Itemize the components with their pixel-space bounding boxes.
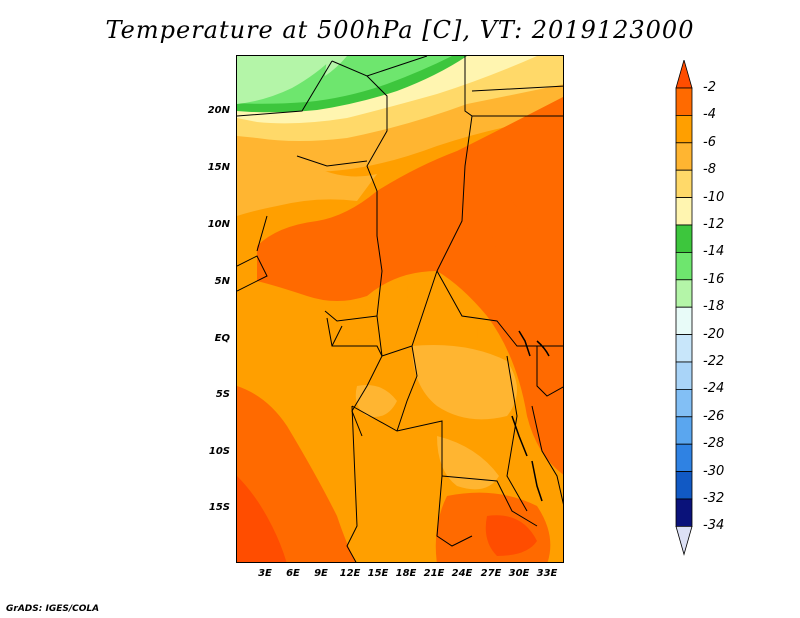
colorbar-box (675, 197, 693, 226)
colorbar-box (675, 306, 693, 335)
chart-title: Temperature at 500hPa [C], VT: 201912300… (105, 16, 695, 44)
lon-tick-30e: 30E (508, 568, 530, 579)
lon-tick-12e: 12E (339, 568, 361, 579)
colorbar-box (675, 416, 693, 445)
colorbar-label: -28 (703, 436, 725, 452)
colorbar-label: -22 (703, 354, 725, 369)
lon-tick-27e: 27E (480, 568, 502, 579)
colorbar-box (675, 498, 693, 527)
lat-tick-5n: 5N (214, 276, 230, 287)
colorbar-label: -34 (703, 518, 725, 534)
colorbar-box (675, 87, 693, 116)
lat-tick-5s: 5S (215, 389, 230, 400)
temperature-map (236, 55, 564, 563)
colorbar-label: -6 (703, 134, 716, 150)
colorbar-box (675, 334, 693, 363)
lat-tick-15n: 15N (207, 162, 230, 173)
lon-tick-18e: 18E (395, 568, 417, 579)
colorbar-label: -8 (703, 162, 716, 178)
lon-tick-3e: 3E (258, 568, 272, 579)
lat-tick-20n: 20N (207, 105, 230, 116)
colorbar-top-arrow (675, 60, 693, 89)
colorbar-label: -24 (703, 381, 725, 397)
colorbar-graphic (675, 60, 693, 556)
lon-tick-9e: 9E (314, 568, 328, 579)
colorbar-label: -14 (703, 244, 725, 260)
colorbar-label: -4 (703, 107, 716, 123)
lat-tick-15s: 15S (208, 502, 230, 513)
lat-tick-10s: 10S (208, 446, 230, 457)
colorbar-bottom-arrow (675, 525, 693, 556)
colorbar-label: -30 (703, 463, 725, 479)
lon-tick-24e: 24E (451, 568, 473, 579)
colorbar-label: -26 (703, 408, 725, 424)
colorbar-box (675, 169, 693, 198)
colorbar-box (675, 142, 693, 171)
lat-tick-10n: 10N (207, 219, 230, 230)
lon-tick-15e: 15E (367, 568, 389, 579)
credit-text: GrADS: IGES/COLA (6, 604, 100, 614)
colorbar-box (675, 115, 693, 144)
colorbar-label: -2 (703, 80, 716, 95)
colorbar-box (675, 388, 693, 418)
lon-tick-21e: 21E (423, 568, 445, 579)
colorbar-label: -18 (703, 299, 725, 315)
colorbar-label: -16 (703, 271, 725, 287)
colorbar-box (675, 361, 693, 390)
colorbar-box (675, 251, 693, 281)
lat-tick-eq: EQ (214, 333, 230, 344)
lon-tick-6e: 6E (286, 568, 300, 579)
lon-tick-33e: 33E (536, 568, 558, 579)
colorbar-label: -32 (703, 491, 725, 506)
colorbar-box (675, 279, 693, 308)
colorbar-box (675, 224, 693, 253)
colorbar-box (675, 443, 693, 473)
colorbar-box (675, 471, 693, 500)
colorbar-label: -20 (703, 326, 725, 342)
colorbar-label: -10 (703, 189, 725, 205)
colorbar-label: -12 (703, 217, 725, 232)
